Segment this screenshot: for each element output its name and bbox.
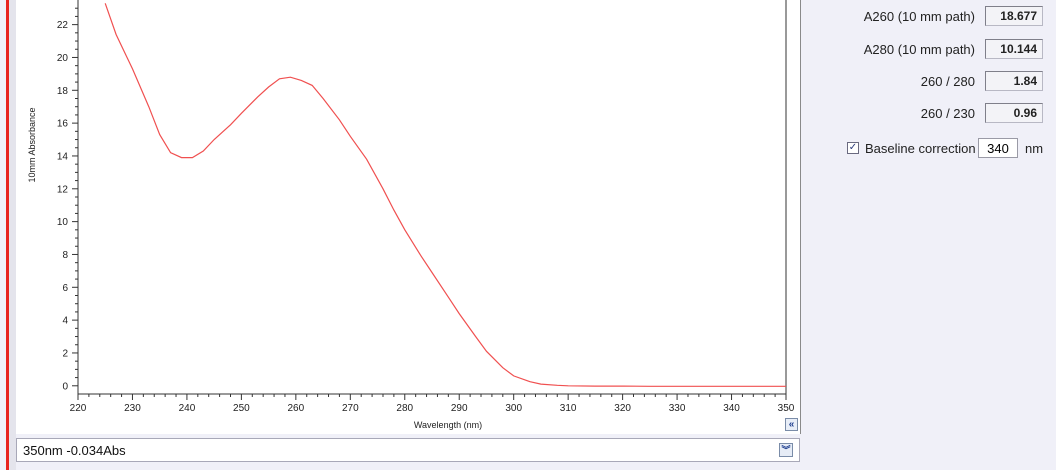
x-tick-label: 340 (723, 403, 740, 414)
baseline-wavelength-input[interactable] (978, 138, 1018, 158)
collapse-chart-button[interactable]: « (785, 418, 798, 431)
status-bar: 350nm -0.034Abs ︾ (16, 438, 800, 462)
accent-bar (6, 0, 9, 470)
metric-label: 260 / 230 (920, 106, 975, 121)
y-tick-label: 8 (62, 250, 68, 261)
y-tick-label: 4 (62, 316, 68, 327)
left-splitter[interactable] (9, 0, 16, 470)
metric-label: 260 / 280 (920, 74, 975, 89)
y-tick-label: 16 (57, 119, 69, 130)
baseline-unit-label: nm (1025, 141, 1044, 156)
metric-value: 10.144 (985, 39, 1043, 59)
y-tick-label: 2 (62, 348, 68, 359)
x-tick-label: 230 (124, 403, 141, 414)
y-tick-label: 14 (57, 151, 69, 162)
y-tick-label: 12 (57, 184, 69, 195)
double-chevron-down-icon: ︾ (781, 445, 791, 455)
metric-label: A260 (10 mm path) (863, 9, 975, 24)
x-tick-label: 260 (288, 403, 305, 414)
y-tick-label: 0 (62, 381, 68, 392)
x-tick-label: 270 (342, 403, 359, 414)
baseline-correction-row: ✓ Baseline correction nm (847, 138, 1047, 160)
absorbance-trace (104, 3, 786, 387)
x-tick-label: 320 (614, 403, 631, 414)
baseline-correction-checkbox[interactable]: ✓ (847, 142, 859, 154)
x-tick-label: 290 (451, 403, 468, 414)
baseline-correction-label: Baseline correction (865, 141, 976, 156)
metric-label: A280 (10 mm path) (863, 42, 975, 57)
x-tick-label: 330 (669, 403, 686, 414)
x-tick-label: 300 (505, 403, 522, 414)
y-tick-label: 22 (57, 20, 69, 31)
absorbance-chart: 220 230 240 250 260 270 280 290 300 310 320 330 340 3… (16, 0, 801, 434)
x-tick-label: 220 (70, 403, 87, 414)
x-axis-label: Wavelength (nm) (414, 420, 482, 430)
y-axis-label: 10mm Absorbance (27, 107, 37, 182)
metric-value: 18.677 (985, 6, 1043, 26)
x-tick-label: 240 (179, 403, 196, 414)
x-tick-label: 250 (233, 403, 250, 414)
x-tick-label: 350 (778, 403, 795, 414)
status-toggle-button[interactable]: ︾ (779, 443, 793, 457)
absorbance-plot: 220 230 240 250 260 270 280 290 300 310 320 330 340 3… (27, 0, 795, 430)
double-chevron-left-icon: « (788, 419, 795, 430)
y-tick-label: 10 (57, 217, 69, 228)
y-tick-label: 18 (57, 86, 69, 97)
checkmark-icon: ✓ (848, 142, 858, 153)
metric-value: 1.84 (985, 71, 1043, 91)
x-tick-label: 310 (560, 403, 577, 414)
cursor-readout: 350nm -0.034Abs (23, 443, 126, 458)
x-tick-label: 280 (396, 403, 413, 414)
y-tick-label: 6 (62, 283, 68, 294)
y-tick-label: 20 (57, 53, 69, 64)
metric-value: 0.96 (985, 103, 1043, 123)
